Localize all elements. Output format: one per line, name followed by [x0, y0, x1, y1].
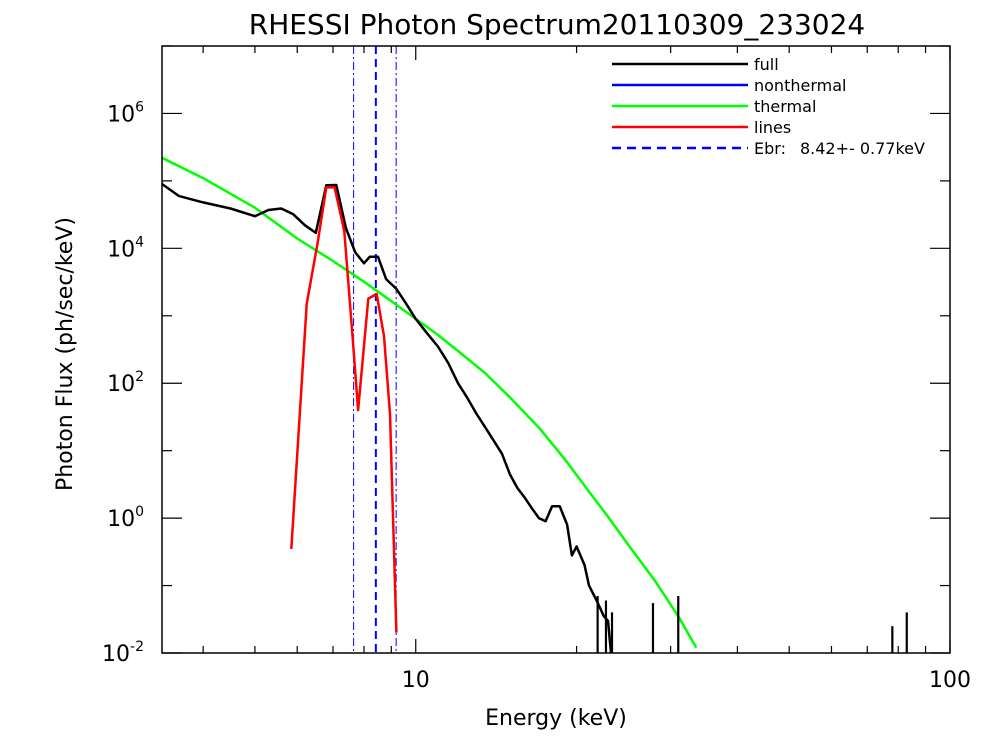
y-tick-label: 100 [107, 504, 144, 532]
y-tick-exponent: 4 [135, 234, 144, 250]
y-tick-base: 10 [107, 507, 135, 532]
legend-label-thermal: thermal [754, 97, 816, 116]
y-tick-exponent: -2 [130, 639, 144, 655]
y-tick-base: 10 [107, 372, 135, 397]
y-tick-exponent: 2 [135, 369, 144, 385]
series-lines-line [290, 186, 398, 633]
y-tick-base: 10 [107, 102, 135, 127]
x-axis-label: Energy (keV) [485, 706, 627, 731]
plot-frame [161, 45, 951, 654]
chart-title: RHESSI Photon Spectrum20110309_233024 [249, 8, 866, 41]
legend-label-nonthermal: nonthermal [754, 76, 846, 95]
y-axis-label: Photon Flux (ph/sec/keV) [53, 217, 78, 491]
y-tick-base: 10 [107, 237, 135, 262]
series-thermal-line [162, 156, 698, 649]
legend-break-energy-value: 8.42+- 0.77keV [800, 139, 925, 158]
y-tick-base: 10 [102, 642, 130, 667]
y-tick-label: 104 [107, 234, 144, 262]
y-tick-exponent: 6 [135, 99, 144, 115]
legend: full nonthermal thermal lines Ebr: 8.42+- 0.7… [612, 55, 925, 158]
x-tick-label: 10 [402, 668, 430, 693]
y-tick-exponent: 0 [135, 504, 144, 520]
series-full-line [162, 182, 613, 653]
legend-label-full: full [754, 55, 779, 74]
legend-label-break-energy: Ebr: 8.42+- 0.77keV [754, 139, 925, 158]
legend-label-lines: lines [754, 118, 791, 137]
y-tick-label: 10-2 [102, 639, 144, 667]
x-tick-label: 100 [929, 668, 971, 693]
y-tick-label: 106 [107, 99, 144, 127]
y-tick-label: 102 [107, 369, 144, 397]
legend-break-energy-label: Ebr: [754, 139, 786, 158]
